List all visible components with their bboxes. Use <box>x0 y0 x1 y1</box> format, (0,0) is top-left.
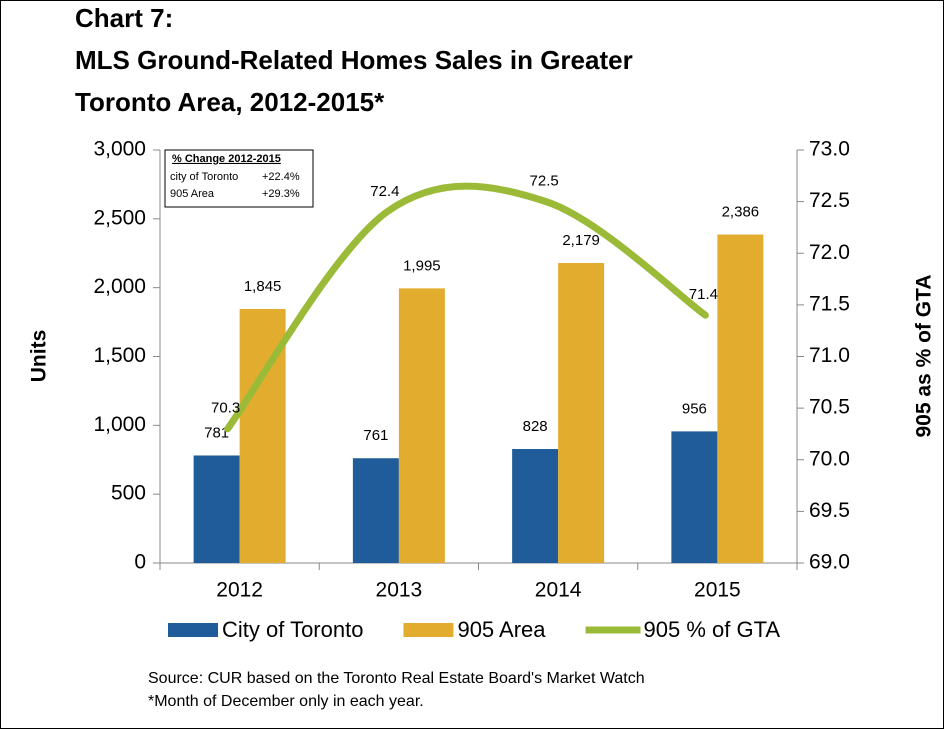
y-tick-label: 0 <box>134 551 146 574</box>
y2-tick-label: 70.5 <box>809 396 850 419</box>
data-label: 1,995 <box>403 257 441 274</box>
data-label: 781 <box>204 424 229 441</box>
chart-title: MLS Ground-Related Homes Sales in Greate… <box>75 45 633 75</box>
x-tick-label: 2015 <box>694 579 741 602</box>
footnote: *Month of December only in each year. <box>148 693 424 710</box>
y2-tick-label: 72.5 <box>809 189 850 212</box>
y2-tick-label: 71.5 <box>809 292 850 315</box>
y2-tick-label: 71.0 <box>809 344 850 367</box>
legend-swatch <box>168 623 218 637</box>
source: Source: CUR based on the Toronto Real Es… <box>148 670 645 687</box>
data-label: 72.5 <box>530 173 559 190</box>
data-label: 1,845 <box>244 278 282 295</box>
annotation-value: +22.4% <box>262 171 300 183</box>
x-tick-label: 2014 <box>535 579 582 602</box>
y-tick-label: 500 <box>111 482 146 505</box>
x-tick-label: 2013 <box>376 579 423 602</box>
y-tick-label: 2,000 <box>93 275 146 298</box>
bar <box>398 288 445 563</box>
bar <box>512 449 559 563</box>
y-tick-label: 2,500 <box>93 206 146 229</box>
chart-title: Chart 7: <box>75 3 173 33</box>
legend-label: 905 Area <box>457 617 546 642</box>
legend-label: City of Toronto <box>222 617 363 642</box>
y2-tick-label: 73.0 <box>809 138 850 161</box>
bar <box>671 431 718 563</box>
annotation-label: 905 Area <box>170 188 215 200</box>
bar <box>352 458 399 563</box>
bar <box>558 263 605 563</box>
data-label: 2,386 <box>722 203 760 220</box>
data-label: 70.3 <box>211 400 240 417</box>
data-label: 72.4 <box>370 183 399 200</box>
line <box>224 182 709 433</box>
annotation-box <box>164 149 314 208</box>
annotation-value: +29.3% <box>262 188 300 200</box>
bar <box>193 455 240 563</box>
x-tick-label: 2012 <box>216 579 263 602</box>
data-label: 2,179 <box>562 232 600 249</box>
data-label: 71.4 <box>689 286 718 303</box>
bar <box>717 234 764 563</box>
data-label: 956 <box>682 400 707 417</box>
legend-swatch <box>403 623 454 637</box>
annotation-label: city of Toronto <box>170 171 238 183</box>
annotation-title: % Change 2012-2015 <box>172 153 281 165</box>
y2-tick-label: 70.0 <box>809 447 850 470</box>
y2-axis-title: 905 as % of GTA <box>913 275 936 438</box>
legend-label: 905 % of GTA <box>644 617 781 642</box>
y-tick-label: 1,000 <box>93 413 146 436</box>
chart-title: Toronto Area, 2012-2015* <box>75 87 385 117</box>
data-label: 761 <box>363 427 388 444</box>
y2-tick-label: 69.5 <box>809 499 850 522</box>
data-label: 828 <box>523 418 548 435</box>
y-axis-title: Units <box>28 330 51 383</box>
y2-tick-label: 69.0 <box>809 551 850 574</box>
y2-tick-label: 72.0 <box>809 241 850 264</box>
y-tick-label: 3,000 <box>93 138 146 161</box>
y-tick-label: 1,500 <box>93 344 146 367</box>
